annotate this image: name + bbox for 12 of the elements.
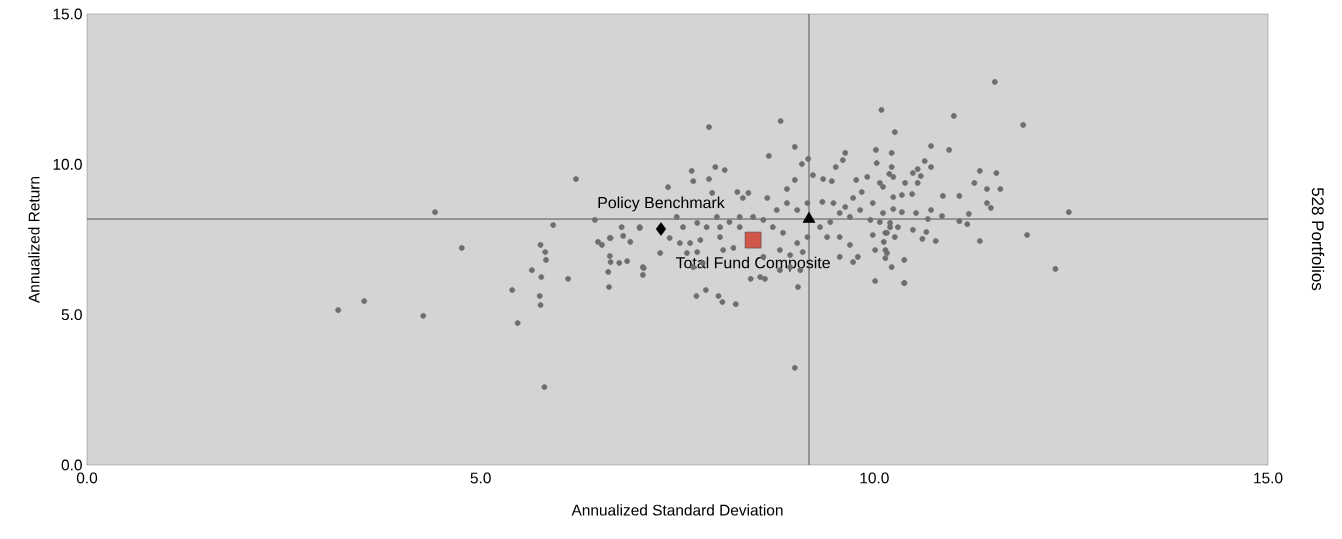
x-tick-label: 15.0 <box>1254 472 1283 484</box>
x-axis-title: Annualized Standard Deviation <box>571 504 783 516</box>
y-tick-label: 15.0 <box>53 8 82 20</box>
text: 528 Portfolios <box>1311 187 1325 291</box>
x-tick-label: 0.0 <box>76 472 98 484</box>
y-axis-title: Annualized Return <box>28 177 40 303</box>
y-tick-label: 5.0 <box>61 309 82 321</box>
x-tick-label: 10.0 <box>860 472 889 484</box>
x-tick-label: 5.0 <box>470 472 491 484</box>
series-label: Policy Benchmark <box>598 196 725 212</box>
y-tick-label: 0.0 <box>61 459 82 471</box>
y-tick-label: 10.0 <box>53 158 82 170</box>
